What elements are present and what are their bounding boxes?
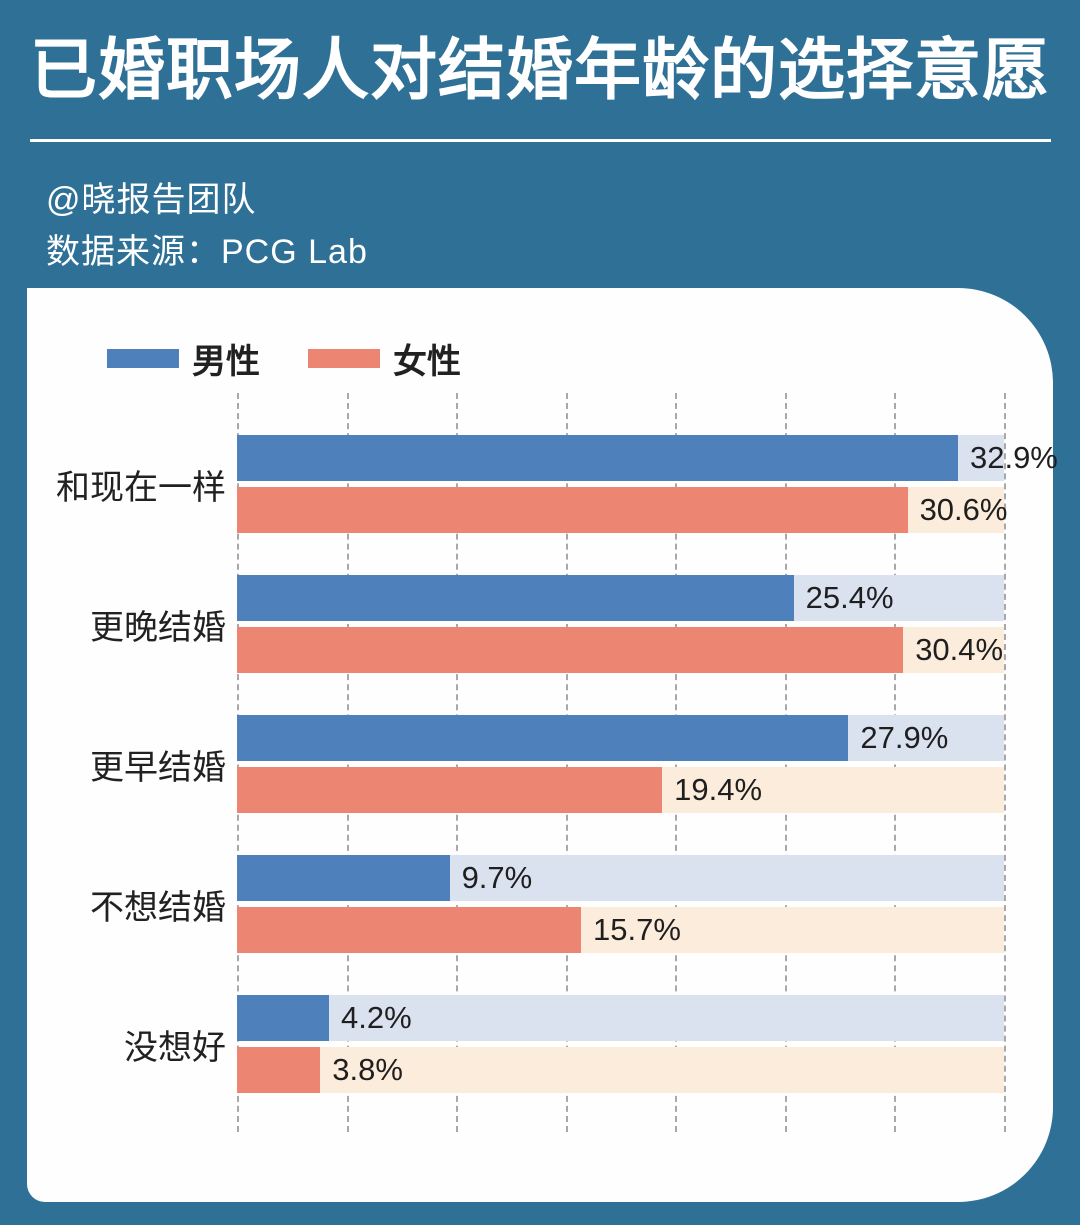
female-bar — [237, 1047, 321, 1093]
male-swatch-icon — [107, 349, 179, 368]
page-title: 已婚职场人对结婚年龄的选择意愿 — [30, 33, 1050, 108]
male-value-label: 9.7% — [461, 860, 533, 895]
male-bar-track: 32.9% — [237, 435, 1058, 481]
category-group: 更晚结婚 25.4% 30.4% — [90, 575, 1004, 673]
category-label: 和现在一样 — [56, 468, 226, 507]
male-bar — [237, 855, 450, 901]
female-bar-track: 19.4% — [237, 767, 1004, 813]
female-bar — [237, 487, 908, 533]
female-bar — [237, 627, 904, 673]
category-group: 和现在一样 32.9% 30.6% — [56, 435, 1058, 533]
male-value-label: 25.4% — [805, 580, 894, 615]
legend-item-male: 男性 — [107, 334, 260, 383]
female-value-label: 30.6% — [919, 492, 1008, 527]
byline: @晓报告团队 — [46, 181, 257, 219]
female-bar-track: 30.4% — [237, 627, 1004, 673]
female-swatch-icon — [308, 349, 380, 368]
male-bar-track: 4.2% — [237, 995, 1004, 1041]
gridline — [894, 393, 897, 1132]
chart-card: 男性 女性 和现在一样 32.9% 30.6% 更晚结婚 25.4% 30.4% 更早结婚 2… — [27, 288, 1058, 1202]
gridline — [456, 393, 459, 1132]
female-bar — [237, 767, 663, 813]
category-group: 更早结婚 27.9% 19.4% — [90, 715, 1004, 813]
data-source: 数据来源：PCG Lab — [46, 233, 368, 271]
category-label: 不想结婚 — [90, 888, 226, 927]
title-divider — [30, 139, 1051, 142]
gridline — [675, 393, 678, 1132]
male-value-label: 32.9% — [969, 440, 1058, 475]
legend: 男性 女性 — [107, 334, 461, 383]
female-bar-track: 30.6% — [237, 487, 1007, 533]
category-label: 没想好 — [124, 1028, 226, 1067]
gridline — [346, 393, 349, 1132]
male-bar-track: 9.7% — [237, 855, 1004, 901]
gridline — [565, 393, 568, 1132]
male-value-label: 27.9% — [860, 720, 949, 755]
category-label: 更早结婚 — [90, 748, 226, 787]
male-bar — [237, 715, 849, 761]
female-value-label: 19.4% — [674, 772, 763, 807]
category-label: 更晚结婚 — [90, 608, 226, 647]
female-value-label: 15.7% — [593, 912, 681, 947]
gridline — [1004, 393, 1006, 1132]
female-value-label: 30.4% — [915, 632, 1004, 667]
gridline — [784, 393, 787, 1132]
category-group: 不想结婚 9.7% 15.7% — [90, 855, 1004, 953]
female-bar-track: 15.7% — [237, 907, 1004, 953]
gridline — [237, 393, 239, 1132]
male-bar — [237, 575, 794, 621]
male-bar-track: 27.9% — [237, 715, 1004, 761]
legend-female-label: 女性 — [393, 343, 461, 381]
bar-chart-plot: 和现在一样 32.9% 30.6% 更晚结婚 25.4% 30.4% 更早结婚 27.9% 19… — [56, 393, 1058, 1132]
legend-male-label: 男性 — [192, 343, 260, 381]
female-value-label: 3.8% — [332, 1052, 403, 1087]
female-bar — [237, 907, 582, 953]
female-bar-track: 3.8% — [237, 1047, 1004, 1093]
male-bar — [237, 995, 330, 1041]
category-group: 没想好 4.2% 3.8% — [124, 995, 1004, 1093]
male-value-label: 4.2% — [341, 1000, 412, 1035]
male-bar — [237, 435, 958, 481]
legend-item-female: 女性 — [308, 334, 461, 383]
male-bar-track: 25.4% — [237, 575, 1004, 621]
